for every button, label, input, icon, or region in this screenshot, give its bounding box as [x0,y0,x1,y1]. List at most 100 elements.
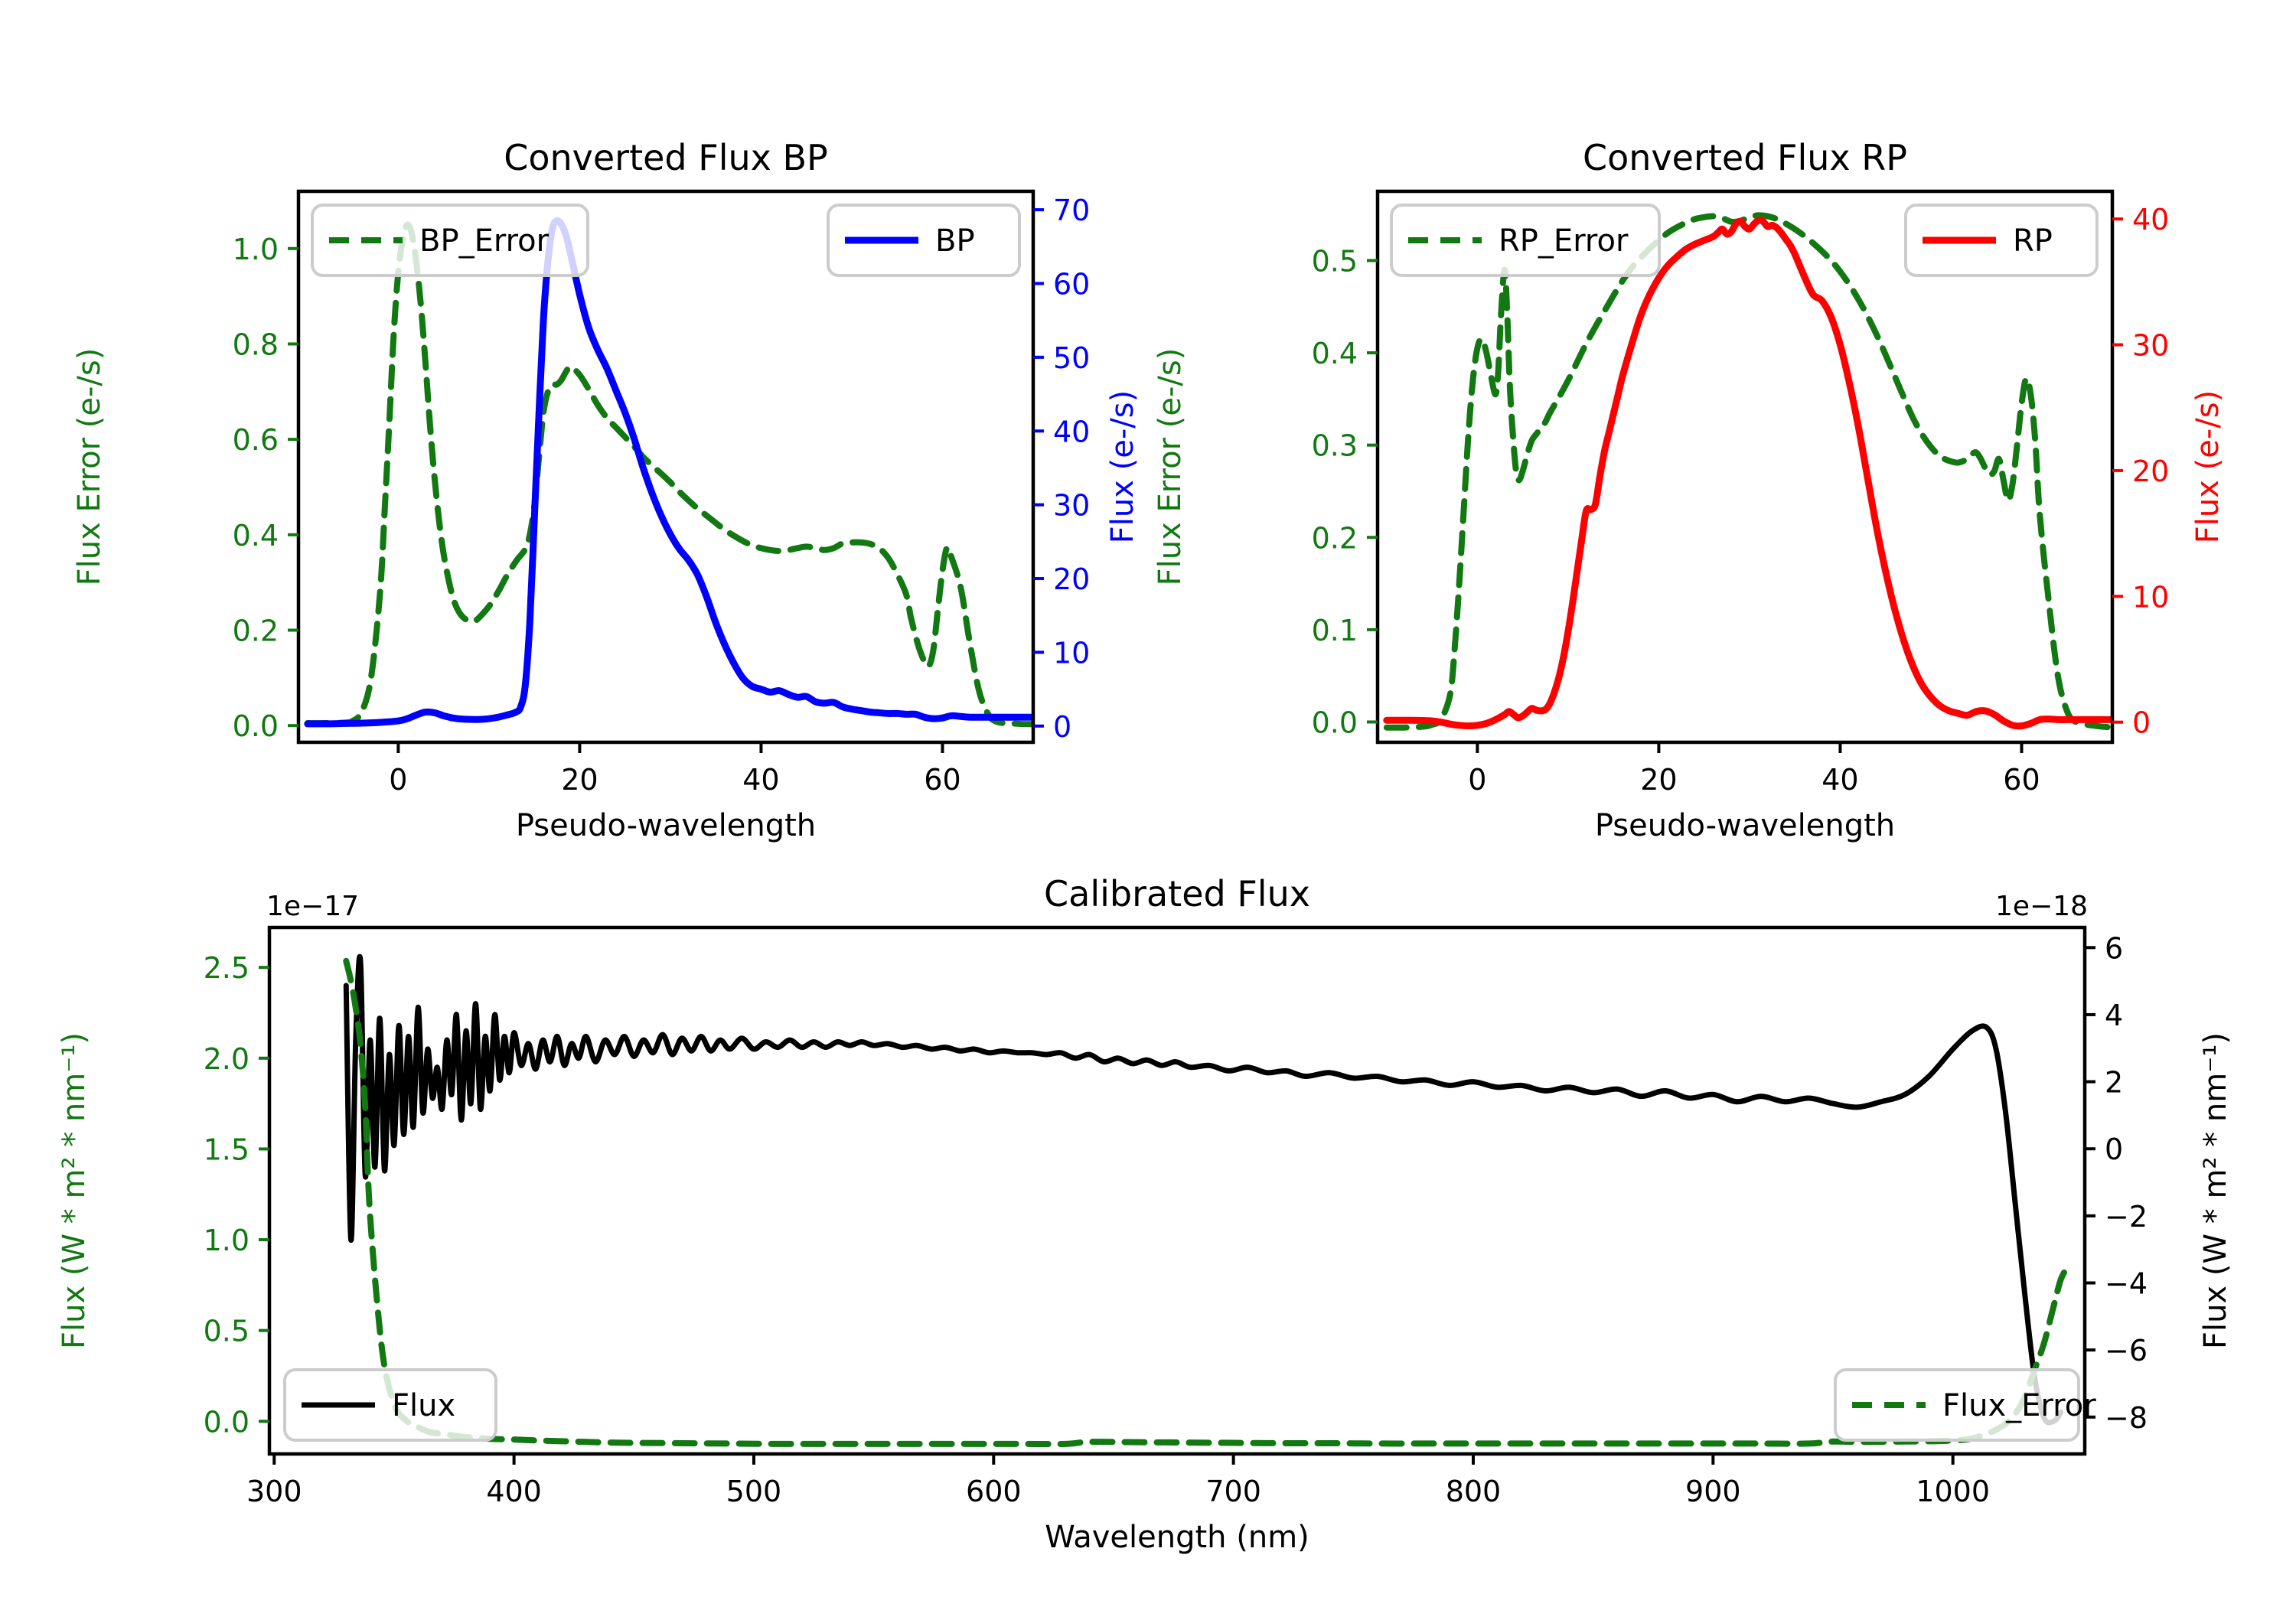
left-y-tick-label: 1.0 [233,233,279,266]
legend-flux[interactable]: Flux [283,1368,497,1442]
legend-label: Flux_Error [1942,1388,2096,1423]
legend-label: RP [2013,223,2053,259]
x-tick-label: 40 [742,763,779,797]
x-tick-label: 300 [246,1475,302,1508]
left-y-tick-label: 0.2 [1312,521,1358,555]
plot-frame [1375,189,2115,745]
chart-title: Calibrated Flux [1044,873,1310,914]
right-y-tick-label: 30 [1053,489,1090,523]
legend-label: BP [935,223,975,259]
plot-frame [267,925,2087,1456]
left-y-tick-label: 1.5 [204,1133,249,1166]
series-rp-error [1383,212,2112,731]
left-y-tick-label: 0.2 [233,614,279,648]
left-y-tick-label: 0.3 [1312,429,1358,463]
left-y-tick-label: 0.1 [1312,614,1358,647]
right-y-tick-label: 0 [2132,706,2151,740]
left-y-tick-label: 1.0 [204,1224,249,1257]
right-y-tick-label: 40 [1053,415,1090,448]
x-tick-label: 800 [1446,1475,1502,1508]
plot-data-area [343,953,2072,1448]
left-y-tick-label: 0.0 [204,1405,249,1439]
x-tick-label: 60 [2003,763,2040,797]
legend-box [311,204,589,277]
right-y-axis-label: Flux (e-/s) [1105,390,1140,543]
x-tick-label: 500 [726,1475,782,1508]
left-axis-offset-text: 1e−17 [266,891,359,922]
right-y-tick-label: 40 [2132,203,2169,236]
right-y-axis: 0 10 20 30 40 Flux (e-/s) [2112,203,2226,740]
rp-chart-svg: Converted Flux RP 0 20 40 60 Pseudo-wavelengt… [1153,137,2226,843]
right-y-axis: 0 10 20 30 40 50 60 70 Flux (e-/s) [1033,194,1140,744]
right-y-tick-label: 20 [2132,455,2169,488]
x-axis: 300 400 500 600 700 800 900 1000 Wavelength (nm) [246,1454,1990,1555]
right-y-tick-label: 4 [2105,999,2123,1032]
x-axis-label: Pseudo-wavelength [1595,808,1895,843]
right-y-tick-label: 2 [2105,1066,2123,1100]
chart-title: Converted Flux BP [504,137,828,178]
left-y-tick-label: 0.5 [1312,244,1358,278]
x-tick-label: 700 [1205,1475,1261,1508]
left-y-tick-label: 0.6 [233,423,279,457]
legend-bp-error[interactable]: BP_Error [311,204,589,277]
left-y-axis-label: Flux Error (e-/s) [72,348,107,586]
legend-box [1904,204,2099,277]
series-flux [343,953,2064,1426]
right-y-tick-label: −2 [2105,1200,2148,1234]
panel-calibrated-flux: Calibrated Flux 1e−17 1e−18 300 400 500 600 700… [0,842,2296,1607]
right-y-tick-label: 60 [1053,267,1090,301]
x-tick-label: 0 [1468,763,1486,797]
left-y-tick-label: 0.4 [1312,337,1358,370]
left-y-tick-label: 0.0 [233,709,279,743]
right-y-tick-label: 50 [1053,341,1090,375]
left-y-axis: 0.0 0.5 1.0 1.5 2.0 2.5 Flux (W * m² * nm⁻¹) [57,951,269,1439]
right-y-tick-label: 0 [2105,1133,2123,1166]
right-y-tick-label: 10 [1053,636,1090,670]
x-tick-label: 900 [1685,1475,1741,1508]
x-axis-label: Wavelength (nm) [1045,1520,1309,1555]
calibrated-chart-svg: Calibrated Flux 1e−17 1e−18 300 400 500 600 700… [57,873,2233,1555]
left-y-tick-label: 0.5 [204,1315,249,1348]
plot-data-area [304,217,1033,728]
legend-rp-error[interactable]: RP_Error [1390,204,1661,277]
panel-converted-flux-bp: Converted Flux BP 0 20 40 60 Pseudo-wavelengt… [0,92,1148,865]
series-flux-error [343,957,2072,1448]
right-y-axis-label: Flux (e-/s) [2190,390,2226,543]
right-y-tick-label: −6 [2105,1334,2148,1367]
left-y-tick-label: 2.0 [204,1042,249,1076]
right-y-tick-label: 6 [2105,931,2123,965]
plot-data-area [1383,212,2112,731]
plot-frame [296,189,1035,745]
bp-chart-svg: Converted Flux BP 0 20 40 60 Pseudo-wavelengt… [72,137,1140,843]
legend-bp[interactable]: BP [827,204,1021,277]
right-y-tick-label: 10 [2132,580,2169,614]
left-y-axis: 0.0 0.1 0.2 0.3 0.4 0.5 Flux Error (e-/s) [1153,244,1378,739]
x-tick-label: 20 [561,763,598,797]
series-bp-error [304,221,1033,728]
chart-title: Converted Flux RP [1583,137,1907,178]
left-y-tick-label: 0.0 [1312,706,1358,739]
left-y-tick-label: 2.5 [204,951,249,985]
right-y-tick-label: 30 [2132,329,2169,363]
x-tick-label: 40 [1821,763,1858,797]
series-bp [304,217,1033,728]
x-axis: 0 20 40 60 Pseudo-wavelength [389,742,961,843]
left-y-axis: 0.0 0.2 0.4 0.6 0.8 1.0 Flux Error (e-/s) [72,233,298,743]
x-tick-label: 0 [389,763,407,797]
x-axis: 0 20 40 60 Pseudo-wavelength [1468,742,2040,843]
x-tick-label: 600 [966,1475,1022,1508]
legend-box [827,204,1021,277]
left-y-axis-label: Flux (W * m² * nm⁻¹) [57,1032,92,1349]
right-y-tick-label: −8 [2105,1401,2148,1435]
legend-rp[interactable]: RP [1904,204,2099,277]
legend-flux-error[interactable]: Flux_Error [1834,1368,2096,1442]
legend-label: RP_Error [1499,223,1629,259]
right-y-tick-label: 0 [1053,710,1071,744]
series-rp [1383,217,2112,730]
legend-box [1390,204,1661,277]
x-tick-label: 20 [1640,763,1677,797]
legend-label: Flux [392,1388,455,1423]
legend-box [1834,1368,2080,1442]
x-tick-label: 1000 [1916,1475,1990,1508]
